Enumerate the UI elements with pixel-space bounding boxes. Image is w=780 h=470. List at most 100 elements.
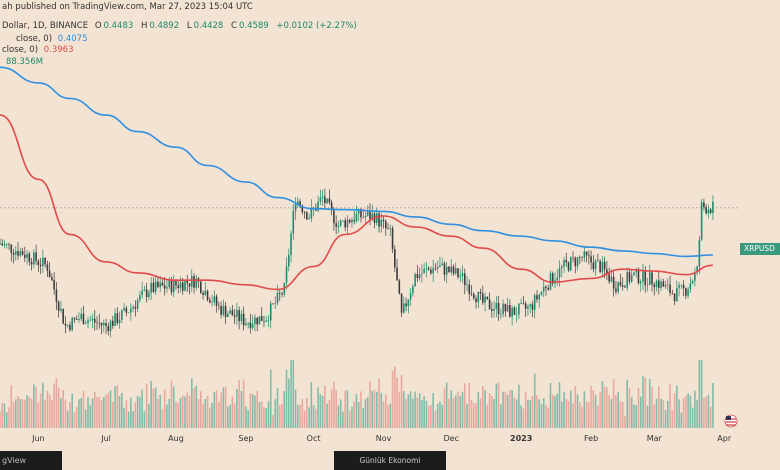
volume-bar [551, 394, 554, 428]
indicator-long-value: 0.4075 [57, 34, 88, 44]
candle [315, 203, 317, 212]
volume-bar [664, 410, 667, 428]
indicator-short-label: close, 0) [2, 45, 39, 55]
candle [42, 249, 44, 273]
candle [452, 264, 455, 276]
candle [579, 255, 581, 264]
candle [303, 211, 306, 219]
volume-bar [353, 401, 355, 428]
candle [522, 296, 525, 305]
candle [477, 291, 480, 309]
candle [662, 278, 665, 288]
candle [583, 245, 586, 262]
candle [154, 275, 157, 295]
candle [272, 303, 274, 305]
volume-bar [269, 369, 272, 428]
us-flag-icon[interactable] [724, 414, 738, 428]
volume-bar [96, 396, 98, 428]
candle [389, 224, 392, 237]
candle [441, 257, 443, 266]
candle [317, 195, 319, 213]
candle [398, 278, 401, 295]
candle [0, 238, 1, 245]
volume-bar [398, 391, 401, 428]
volume-bar [258, 401, 261, 428]
x-tick-label: Jul [100, 434, 111, 443]
volume-bar [188, 395, 191, 428]
volume-bar [621, 401, 624, 428]
candle [443, 261, 446, 281]
tradingview-brand[interactable]: gView [0, 451, 62, 470]
candle [265, 316, 268, 323]
candle [283, 282, 286, 298]
ohlc-change-value: +0.0102 (+2.27%) [276, 21, 357, 31]
volume-bar [491, 395, 493, 428]
volume-bar [579, 402, 581, 428]
candle [80, 307, 83, 322]
candle [73, 317, 76, 323]
volume-bar [166, 404, 168, 428]
volume-bar [355, 394, 358, 428]
volume-bar [698, 360, 701, 428]
candle [114, 308, 116, 327]
candle [10, 244, 13, 262]
candle [671, 289, 674, 295]
candle [450, 258, 453, 276]
volume-bar [472, 402, 475, 428]
candle [472, 291, 475, 300]
volume-bar [100, 400, 103, 428]
candle [87, 316, 89, 329]
watermark-label: Günlük Ekonomi [334, 451, 446, 470]
volume-bar [218, 402, 220, 428]
volume-bar [175, 401, 177, 428]
volume-bar [527, 399, 529, 428]
candle [511, 305, 513, 326]
candle [84, 320, 87, 325]
indicator-long-label: close, 0) [16, 34, 53, 44]
candle [236, 302, 238, 326]
candle [385, 219, 387, 236]
candle [515, 307, 518, 323]
volume-bar [590, 385, 592, 428]
candle [549, 270, 552, 291]
ohlc-low-key: L [186, 21, 192, 31]
candle [17, 242, 19, 260]
volume-bar [606, 387, 608, 428]
volume-bar [378, 378, 380, 428]
volume-bar [646, 405, 649, 428]
candle [148, 289, 150, 301]
volume-bar [500, 404, 502, 428]
volume-bar [118, 395, 121, 428]
volume-bar [703, 397, 705, 428]
candle [502, 299, 504, 318]
volume-bar [200, 391, 202, 428]
candle [123, 302, 125, 312]
candle [685, 287, 687, 300]
volume-bar [330, 389, 333, 428]
candle [673, 293, 676, 306]
candle [434, 263, 437, 271]
candle [254, 313, 256, 332]
volume-bar [281, 404, 283, 428]
volume-bar [91, 398, 94, 428]
volume-bar [592, 390, 595, 428]
volume-bar [630, 396, 633, 428]
volume-bar [597, 405, 599, 428]
volume-bar [445, 382, 448, 428]
volume-bar [328, 400, 331, 428]
volume-bar [37, 402, 40, 428]
candle [51, 273, 53, 281]
x-tick-label: Dec [443, 434, 458, 443]
candle [197, 277, 200, 288]
indicator-volume-value: 88.356M [6, 57, 44, 67]
volume-bar [143, 411, 146, 428]
candle [177, 280, 180, 294]
volume-bar [123, 407, 125, 428]
volume-bar [301, 399, 304, 428]
volume-bar [639, 396, 642, 428]
candle [242, 306, 245, 331]
candle [224, 301, 227, 324]
volume-bar [615, 395, 617, 428]
candle [319, 189, 322, 206]
